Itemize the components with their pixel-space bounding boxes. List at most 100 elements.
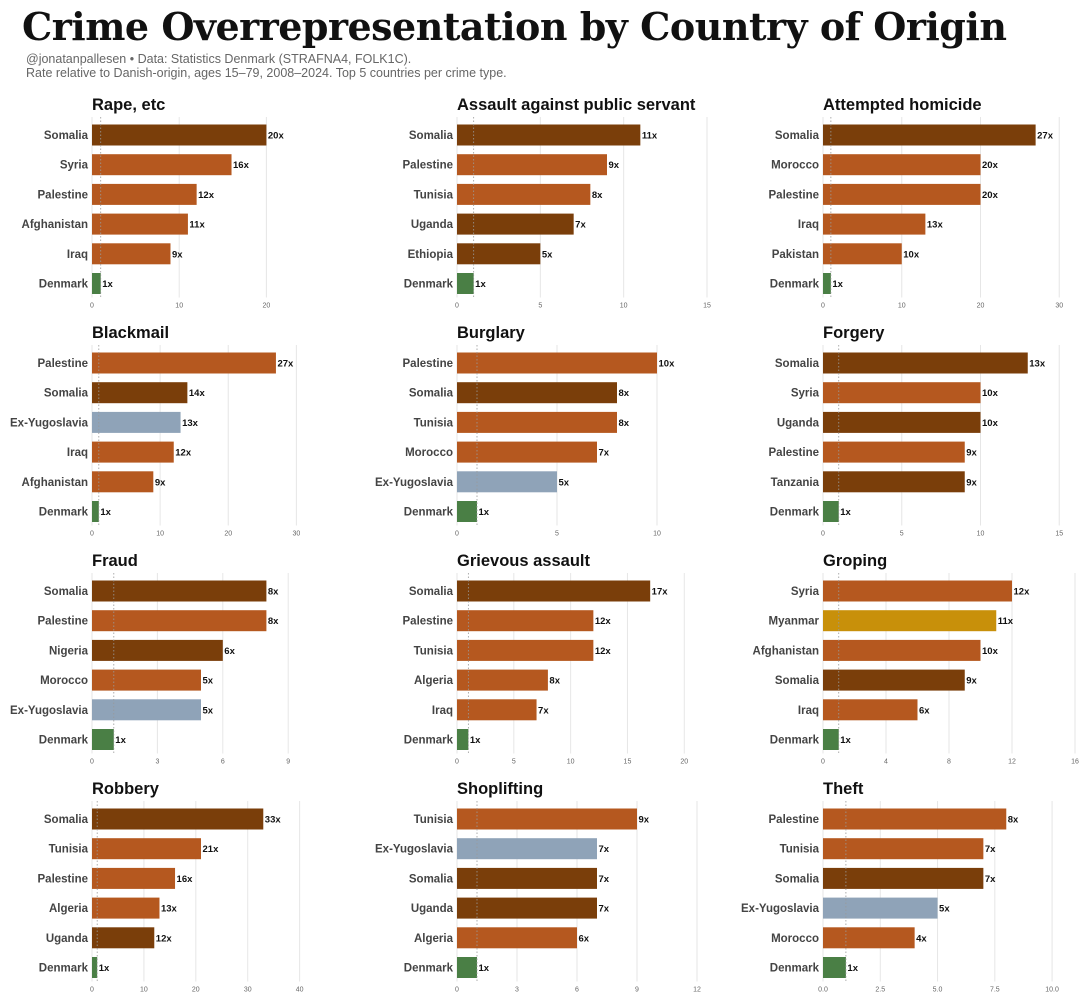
- value-label: 10x: [982, 418, 999, 429]
- category-label: Syria: [60, 160, 89, 172]
- category-label: Tanzania: [771, 477, 820, 489]
- x-tick-label: 2.5: [875, 987, 885, 994]
- bar: [92, 808, 264, 830]
- category-label: Syria: [791, 388, 820, 400]
- category-label: Somalia: [409, 388, 454, 400]
- bar: [823, 867, 984, 889]
- value-label: 7x: [599, 844, 610, 855]
- value-label: 21x: [203, 844, 220, 855]
- bar: [457, 867, 597, 889]
- value-label: 6x: [224, 646, 235, 657]
- panel-title: Attempted homicide: [823, 96, 982, 114]
- value-label: 8x: [549, 676, 560, 687]
- category-label: Palestine: [38, 873, 89, 885]
- x-tick-label: 20: [977, 303, 985, 310]
- x-tick-label: 30: [292, 531, 300, 538]
- category-label: Iraq: [67, 249, 88, 261]
- bar: [457, 352, 657, 374]
- value-label: 8x: [619, 418, 630, 429]
- subtitle-method: Rate relative to Danish-origin, ages 15–…: [26, 66, 507, 80]
- category-label: Iraq: [432, 705, 453, 717]
- category-label: Iraq: [798, 705, 819, 717]
- bar: [92, 243, 171, 265]
- value-label: 20x: [982, 190, 999, 201]
- value-label: 7x: [985, 874, 996, 885]
- x-tick-label: 0: [821, 759, 825, 766]
- value-label: 17x: [652, 587, 669, 598]
- x-tick-label: 3: [155, 759, 159, 766]
- bar: [457, 154, 607, 176]
- bar: [823, 243, 902, 265]
- panel-title: Robbery: [92, 780, 160, 798]
- bar: [457, 441, 597, 463]
- value-label: 13x: [182, 418, 199, 429]
- category-label: Iraq: [67, 447, 88, 459]
- value-label: 7x: [575, 220, 586, 231]
- category-label: Denmark: [770, 735, 820, 747]
- x-tick-label: 0: [90, 303, 94, 310]
- bar: [92, 382, 188, 404]
- bar: [457, 243, 541, 265]
- bar: [457, 580, 651, 602]
- x-tick-label: 5: [900, 531, 904, 538]
- x-tick-label: 0: [455, 303, 459, 310]
- bar: [823, 808, 1007, 830]
- category-label: Ex-Yugoslavia: [375, 477, 454, 489]
- bar: [823, 352, 1028, 374]
- bar: [92, 213, 188, 235]
- x-tick-label: 15: [624, 759, 632, 766]
- value-label: 5x: [203, 705, 214, 716]
- value-label: 1x: [115, 735, 126, 746]
- value-label: 7x: [985, 844, 996, 855]
- value-label: 5x: [559, 477, 570, 488]
- value-label: 1x: [847, 963, 858, 974]
- x-tick-label: 0: [90, 759, 94, 766]
- category-label: Uganda: [411, 219, 454, 231]
- bar: [92, 729, 114, 750]
- bar: [457, 213, 574, 235]
- bar: [457, 897, 597, 919]
- category-label: Palestine: [38, 358, 89, 370]
- value-label: 1x: [99, 963, 110, 974]
- category-label: Palestine: [403, 616, 454, 628]
- bar: [457, 838, 597, 860]
- category-label: Denmark: [404, 963, 454, 975]
- x-tick-label: 10: [156, 531, 164, 538]
- value-label: 12x: [156, 933, 173, 944]
- category-label: Denmark: [39, 735, 89, 747]
- bar: [92, 471, 154, 493]
- value-label: 7x: [538, 705, 549, 716]
- bar: [92, 580, 267, 602]
- category-label: Denmark: [770, 279, 820, 291]
- x-tick-label: 5: [512, 759, 516, 766]
- x-tick-label: 7.5: [990, 987, 1000, 994]
- category-label: Denmark: [770, 507, 820, 519]
- category-label: Afghanistan: [22, 219, 88, 231]
- bar: [92, 352, 276, 374]
- panel-title: Theft: [823, 780, 864, 798]
- x-tick-label: 12: [693, 987, 701, 994]
- panel-title: Shoplifting: [457, 780, 543, 798]
- bar: [823, 639, 981, 661]
- value-label: 16x: [233, 160, 250, 171]
- bar: [823, 927, 915, 949]
- x-tick-label: 0: [821, 303, 825, 310]
- value-label: 33x: [265, 815, 282, 826]
- bar: [92, 669, 201, 691]
- page-title: Crime Overrepresentation by Country of O…: [22, 4, 1007, 49]
- bar: [92, 154, 232, 176]
- value-label: 12x: [1014, 587, 1031, 598]
- x-tick-label: 9: [635, 987, 639, 994]
- x-tick-label: 10: [898, 303, 906, 310]
- bar: [92, 411, 181, 433]
- category-label: Denmark: [404, 735, 454, 747]
- category-label: Denmark: [39, 279, 89, 291]
- category-label: Uganda: [777, 417, 820, 429]
- category-label: Uganda: [411, 903, 454, 915]
- value-label: 6x: [919, 705, 930, 716]
- value-label: 5x: [939, 904, 950, 915]
- value-label: 11x: [642, 131, 658, 142]
- category-label: Somalia: [775, 358, 820, 370]
- value-label: 10x: [982, 388, 999, 399]
- value-label: 9x: [966, 477, 977, 488]
